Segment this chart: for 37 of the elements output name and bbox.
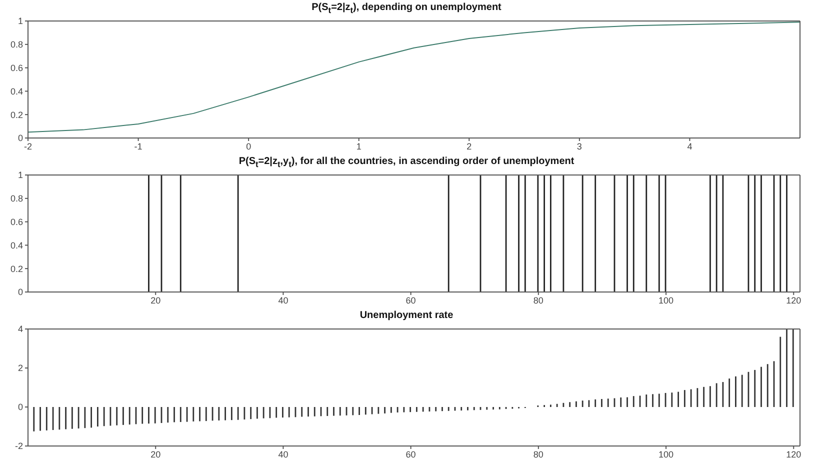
y-tick-label: 0.4 <box>10 86 23 96</box>
x-tick-label: -1 <box>134 141 142 152</box>
x-tick-label: 80 <box>533 449 544 460</box>
y-tick-label: 0.6 <box>10 216 23 227</box>
x-tick-label: 0 <box>246 141 252 152</box>
chart-title: Unemployment rate <box>358 309 454 323</box>
y-tick-label: -2 <box>14 441 23 452</box>
y-tick-label: 0 <box>18 287 23 298</box>
y-tick-label: 1 <box>18 170 23 180</box>
x-tick-label: 2 <box>466 141 472 152</box>
y-tick-label: 0.6 <box>10 62 23 73</box>
x-tick-label: 80 <box>533 295 544 306</box>
x-tick-label: 40 <box>278 449 288 460</box>
y-tick-label: 1 <box>18 16 23 26</box>
x-tick-label: 60 <box>406 449 416 460</box>
chart-title: P(S$_{t}$=2|z$_{t}$,y$_{t}$), for all the countries, in ascending order of unemployment <box>238 155 576 170</box>
y-tick-label: 0.4 <box>10 240 23 250</box>
y-tick-label: 0 <box>18 402 23 412</box>
x-tick-label: 100 <box>658 449 674 460</box>
y-tick-label: 0.2 <box>10 110 23 120</box>
x-tick-label: 20 <box>150 449 161 460</box>
y-tick-label: 0 <box>18 133 23 144</box>
y-tick-label: 4 <box>18 324 23 334</box>
x-tick-label: 40 <box>278 295 288 306</box>
x-tick-label: 3 <box>576 141 582 152</box>
x-tick-label: 4 <box>687 141 692 152</box>
y-tick-label: 0.8 <box>10 194 23 204</box>
chart-title: P(S$_{t}$=2|z$_{t}$), depending on unemployment <box>310 1 502 16</box>
y-tick-label: 0.8 <box>10 40 23 50</box>
x-tick-label: 60 <box>406 295 416 306</box>
y-tick-label: 2 <box>18 363 23 374</box>
y-tick-label: 0.2 <box>10 264 23 274</box>
x-tick-label: 120 <box>786 449 802 460</box>
x-tick-label: 100 <box>658 295 674 306</box>
x-tick-label: 120 <box>786 295 802 306</box>
x-tick-label: 20 <box>150 295 161 306</box>
x-tick-label: 1 <box>356 141 362 152</box>
